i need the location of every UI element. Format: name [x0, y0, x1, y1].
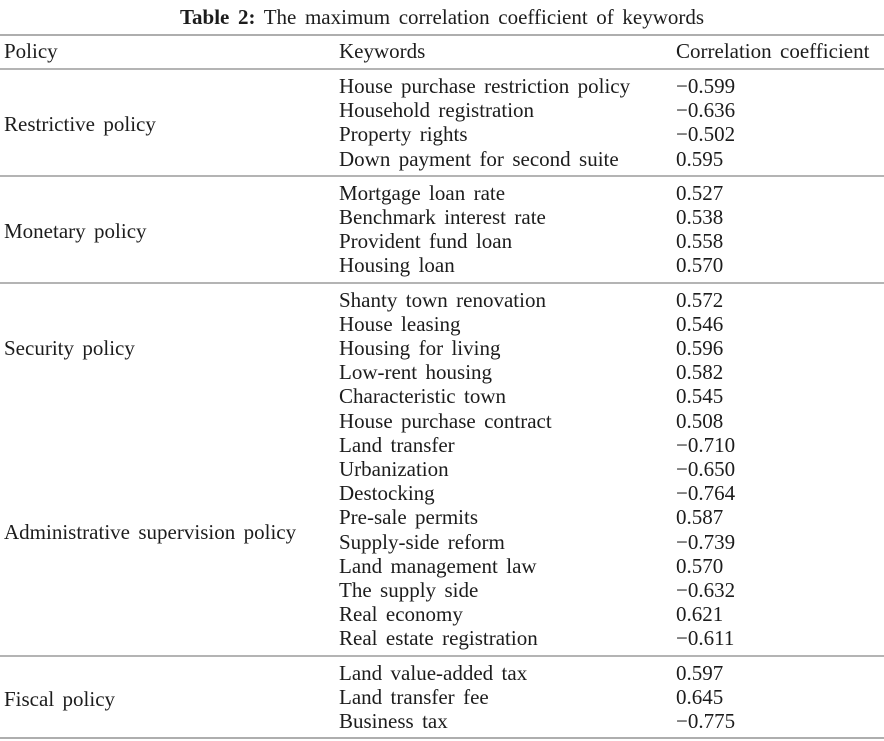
keyword-cell: Real estate registration [339, 626, 538, 651]
table-row: Housing loan 0.570 [0, 253, 884, 282]
policy-cell: Security policy [0, 281, 339, 433]
value-cell: 0.570 [676, 553, 724, 578]
table-row: Benchmark interest rate 0.538 [0, 205, 884, 229]
table-row: House leasing 0.546 [0, 312, 884, 336]
keyword-cell: House leasing [339, 311, 461, 336]
keyword-cell: Benchmark interest rate [339, 205, 546, 230]
table-row: Housing for living 0.596 [0, 336, 884, 360]
value-cell: 0.621 [676, 602, 724, 627]
table-caption: Table 2: The maximum correlation coeffic… [0, 5, 884, 30]
keyword-cell: Characteristic town [339, 384, 507, 409]
value-cell: −0.739 [676, 529, 736, 554]
value-cell: 0.558 [676, 229, 724, 254]
table-row: Land management law 0.570 [0, 554, 884, 578]
policy-cell: Monetary policy [0, 174, 339, 283]
value-cell: −0.710 [676, 432, 736, 457]
value-cell: 0.572 [676, 281, 884, 312]
keyword-cell: Real economy [339, 602, 463, 627]
table-row: Security policy Shanty town renovation 0… [0, 281, 884, 433]
keyword-cell: Business tax [339, 709, 448, 734]
keyword-cell: Down payment for second suite [339, 146, 619, 171]
value-cell: 0.538 [676, 205, 724, 230]
value-cell: −0.599 [676, 67, 884, 99]
policy-cell: Administrative supervision policy [0, 433, 339, 656]
column-header-policy: Policy [0, 34, 339, 70]
keyword-cell: Land transfer fee [339, 684, 489, 709]
value-cell: 0.595 [676, 146, 724, 171]
keyword-cell: Provident fund loan [339, 229, 513, 254]
policy-label: Administrative supervision policy [4, 519, 297, 544]
header-row: Policy Keywords Correlation coefficient [0, 34, 884, 70]
table-row: Fiscal policy Land value-added tax 0.597 [0, 654, 884, 739]
value-cell: 0.587 [676, 505, 724, 530]
value-cell: 0.508 [676, 408, 724, 433]
table-row: Land transfer fee 0.645 [0, 685, 884, 709]
table-row: Provident fund loan 0.558 [0, 229, 884, 253]
policy-cell: Fiscal policy [0, 654, 339, 739]
value-cell: −0.775 [676, 709, 736, 734]
table-row: The supply side −0.632 [0, 578, 884, 602]
table-row: Administrative supervision policy Land t… [0, 432, 884, 544]
keyword-cell: Household registration [339, 98, 535, 123]
value-cell: 0.545 [676, 384, 724, 409]
keyword-cell: The supply side [339, 578, 479, 603]
table-row: Down payment for second suite 0.595 [0, 147, 884, 176]
value-cell: −0.632 [676, 578, 736, 603]
table-row: Supply-side reform −0.739 [0, 530, 884, 554]
column-header-correlation: Correlation coefficient [676, 34, 884, 70]
table-row: Business tax −0.775 [0, 709, 884, 738]
value-cell: 0.597 [676, 654, 884, 685]
keyword-cell: Land management law [339, 553, 537, 578]
keyword-cell: Shanty town renovation [339, 281, 676, 312]
policy-cell: Restrictive policy [0, 68, 339, 176]
keyword-cell: Mortgage loan rate [339, 174, 676, 206]
table-row: Pre-sale permits 0.587 [0, 505, 884, 529]
keyword-cell: House purchase contract [339, 408, 552, 433]
keyword-cell: Property rights [339, 122, 468, 147]
value-cell: 0.645 [676, 684, 724, 709]
value-cell: −0.764 [676, 481, 736, 506]
value-cell: 0.546 [676, 311, 724, 336]
table-row: Real estate registration −0.611 [0, 626, 884, 655]
keyword-cell: Housing for living [339, 336, 501, 361]
keyword-cell: Destocking [339, 481, 435, 506]
value-cell: −0.611 [676, 626, 735, 651]
table-row: House purchase contract 0.508 [0, 409, 884, 433]
table-row: Restrictive policy House purchase restri… [0, 67, 884, 176]
keyword-cell: Pre-sale permits [339, 505, 479, 530]
value-cell: −0.502 [676, 122, 736, 147]
value-cell: −0.650 [676, 457, 736, 482]
table-row: Monetary policy Mortgage loan rate 0.527 [0, 174, 884, 283]
table-row: Destocking −0.764 [0, 481, 884, 505]
table-caption-label: Table 2: [179, 5, 256, 29]
value-cell: 0.596 [676, 336, 724, 361]
keyword-cell: Supply-side reform [339, 529, 505, 554]
value-cell: 0.570 [676, 253, 724, 278]
keyword-cell: Land value-added tax [339, 654, 676, 685]
keyword-cell: Urbanization [339, 457, 449, 482]
table-row: Characteristic town 0.545 [0, 384, 884, 408]
value-cell: 0.527 [676, 174, 884, 206]
table-row: Urbanization −0.650 [0, 457, 884, 481]
table-row: Household registration −0.636 [0, 98, 884, 122]
table-row: Property rights −0.502 [0, 122, 884, 146]
keyword-cell: Land transfer [339, 432, 455, 457]
table-row: Real economy 0.621 [0, 602, 884, 626]
value-cell: 0.582 [676, 360, 724, 385]
table-caption-text: The maximum correlation coefficient of k… [263, 5, 705, 29]
value-cell: −0.636 [676, 98, 736, 123]
correlation-table: Policy Keywords Correlation coefficient … [0, 34, 884, 740]
keyword-cell: Low-rent housing [339, 360, 493, 385]
policy-label: Security policy [4, 336, 135, 361]
column-header-keywords: Keywords [339, 34, 676, 70]
keyword-cell: Housing loan [339, 253, 455, 278]
keyword-cell: House purchase restriction policy [339, 67, 676, 99]
table-row: Low-rent housing 0.582 [0, 360, 884, 384]
